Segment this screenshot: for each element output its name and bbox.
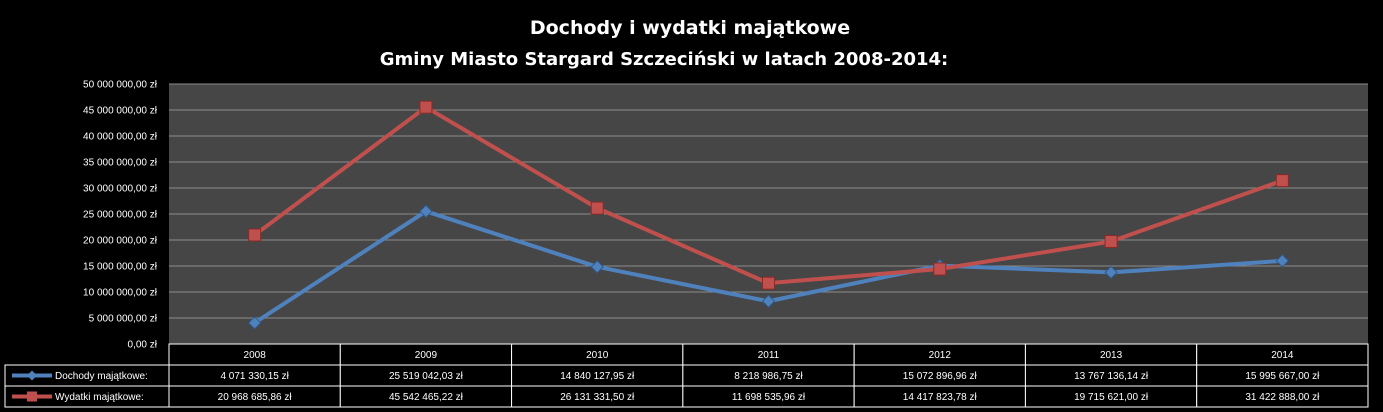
data-point	[1275, 174, 1289, 188]
data-label: 45 542 465,22 zł	[389, 392, 464, 403]
y-tick-label: 10 000 000,00 zł	[83, 288, 158, 299]
data-label: 19 715 621,00 zł	[1074, 392, 1149, 403]
data-point	[248, 228, 262, 242]
x-tick-label: 2010	[586, 350, 609, 361]
x-tick-label: 2014	[1271, 350, 1294, 361]
data-point	[1275, 254, 1290, 268]
data-point	[761, 294, 776, 308]
data-point	[419, 204, 433, 219]
y-tick-label: 50 000 000,00 zł	[83, 80, 158, 91]
data-label: 26 131 331,50 zł	[560, 392, 635, 403]
data-point	[1104, 234, 1118, 248]
data-point	[590, 260, 604, 274]
data-label: 25 519 042,03 zł	[389, 371, 464, 382]
data-label: 13 767 136,14 zł	[1074, 371, 1149, 382]
y-tick-label: 25 000 000,00 zł	[83, 210, 158, 221]
table-cell	[1196, 385, 1369, 408]
x-tick-label: 2011	[758, 350, 780, 361]
data-point	[1104, 265, 1118, 280]
data-label: 15 072 896,96 zł	[903, 371, 978, 382]
data-point	[419, 100, 433, 114]
data-table: 2008 2009 2010 2011 2012 2013 2014 Dochody mają…	[4, 343, 1369, 408]
data-point	[933, 262, 947, 276]
y-tick-label: 45 000 000,00 zł	[83, 106, 158, 117]
data-label: 15 995 667,00 zł	[1245, 371, 1320, 382]
data-label: 11 698 535,96 zł	[732, 392, 806, 403]
x-tick-label: 2009	[415, 350, 438, 361]
y-tick-label: 30 000 000,00 zł	[83, 184, 158, 195]
x-tick-label: 2008	[244, 350, 267, 361]
legend-key-marker	[27, 391, 37, 402]
data-point	[590, 201, 604, 215]
chart-title: Dochody i wydatki majątkowe	[530, 17, 850, 39]
y-tick-label: 5 000 000,00 zł	[89, 314, 158, 325]
data-label: 14 417 823,78 zł	[903, 392, 978, 403]
legend-label: Wydatki majątkowe:	[55, 392, 144, 403]
series-layer	[247, 100, 1290, 330]
x-tick-label: 2012	[929, 350, 952, 361]
y-tick-label: 35 000 000,00 zł	[83, 158, 158, 169]
data-label: 14 840 127,95 zł	[560, 371, 635, 382]
data-label: 20 968 685,86 zł	[218, 392, 293, 403]
x-tick-label: 2013	[1100, 350, 1123, 361]
data-label: 8 218 986,75 zł	[734, 371, 803, 382]
data-label: 31 422 888,00 zł	[1245, 392, 1320, 403]
data-point	[247, 316, 262, 330]
data-label: 4 071 330,15 zł	[220, 371, 289, 382]
chart-subtitle: Gminy Miasto Stargard Szczeciński w lata…	[380, 49, 949, 70]
gridlines	[169, 83, 1368, 345]
legend-key-marker	[27, 370, 37, 381]
y-tick-label: 15 000 000,00 zł	[83, 262, 158, 273]
legend-label: Dochody majątkowe:	[55, 371, 148, 382]
data-point	[762, 276, 775, 290]
y-tick-label: 40 000 000,00 zł	[83, 132, 158, 143]
y-tick-label: 20 000 000,00 zł	[83, 236, 158, 247]
y-tick-label: 0,00 zł	[128, 340, 158, 351]
y-axis: 0,00 zł 5 000 000,00 zł 10 000 000,00 zł 15…	[83, 80, 158, 351]
